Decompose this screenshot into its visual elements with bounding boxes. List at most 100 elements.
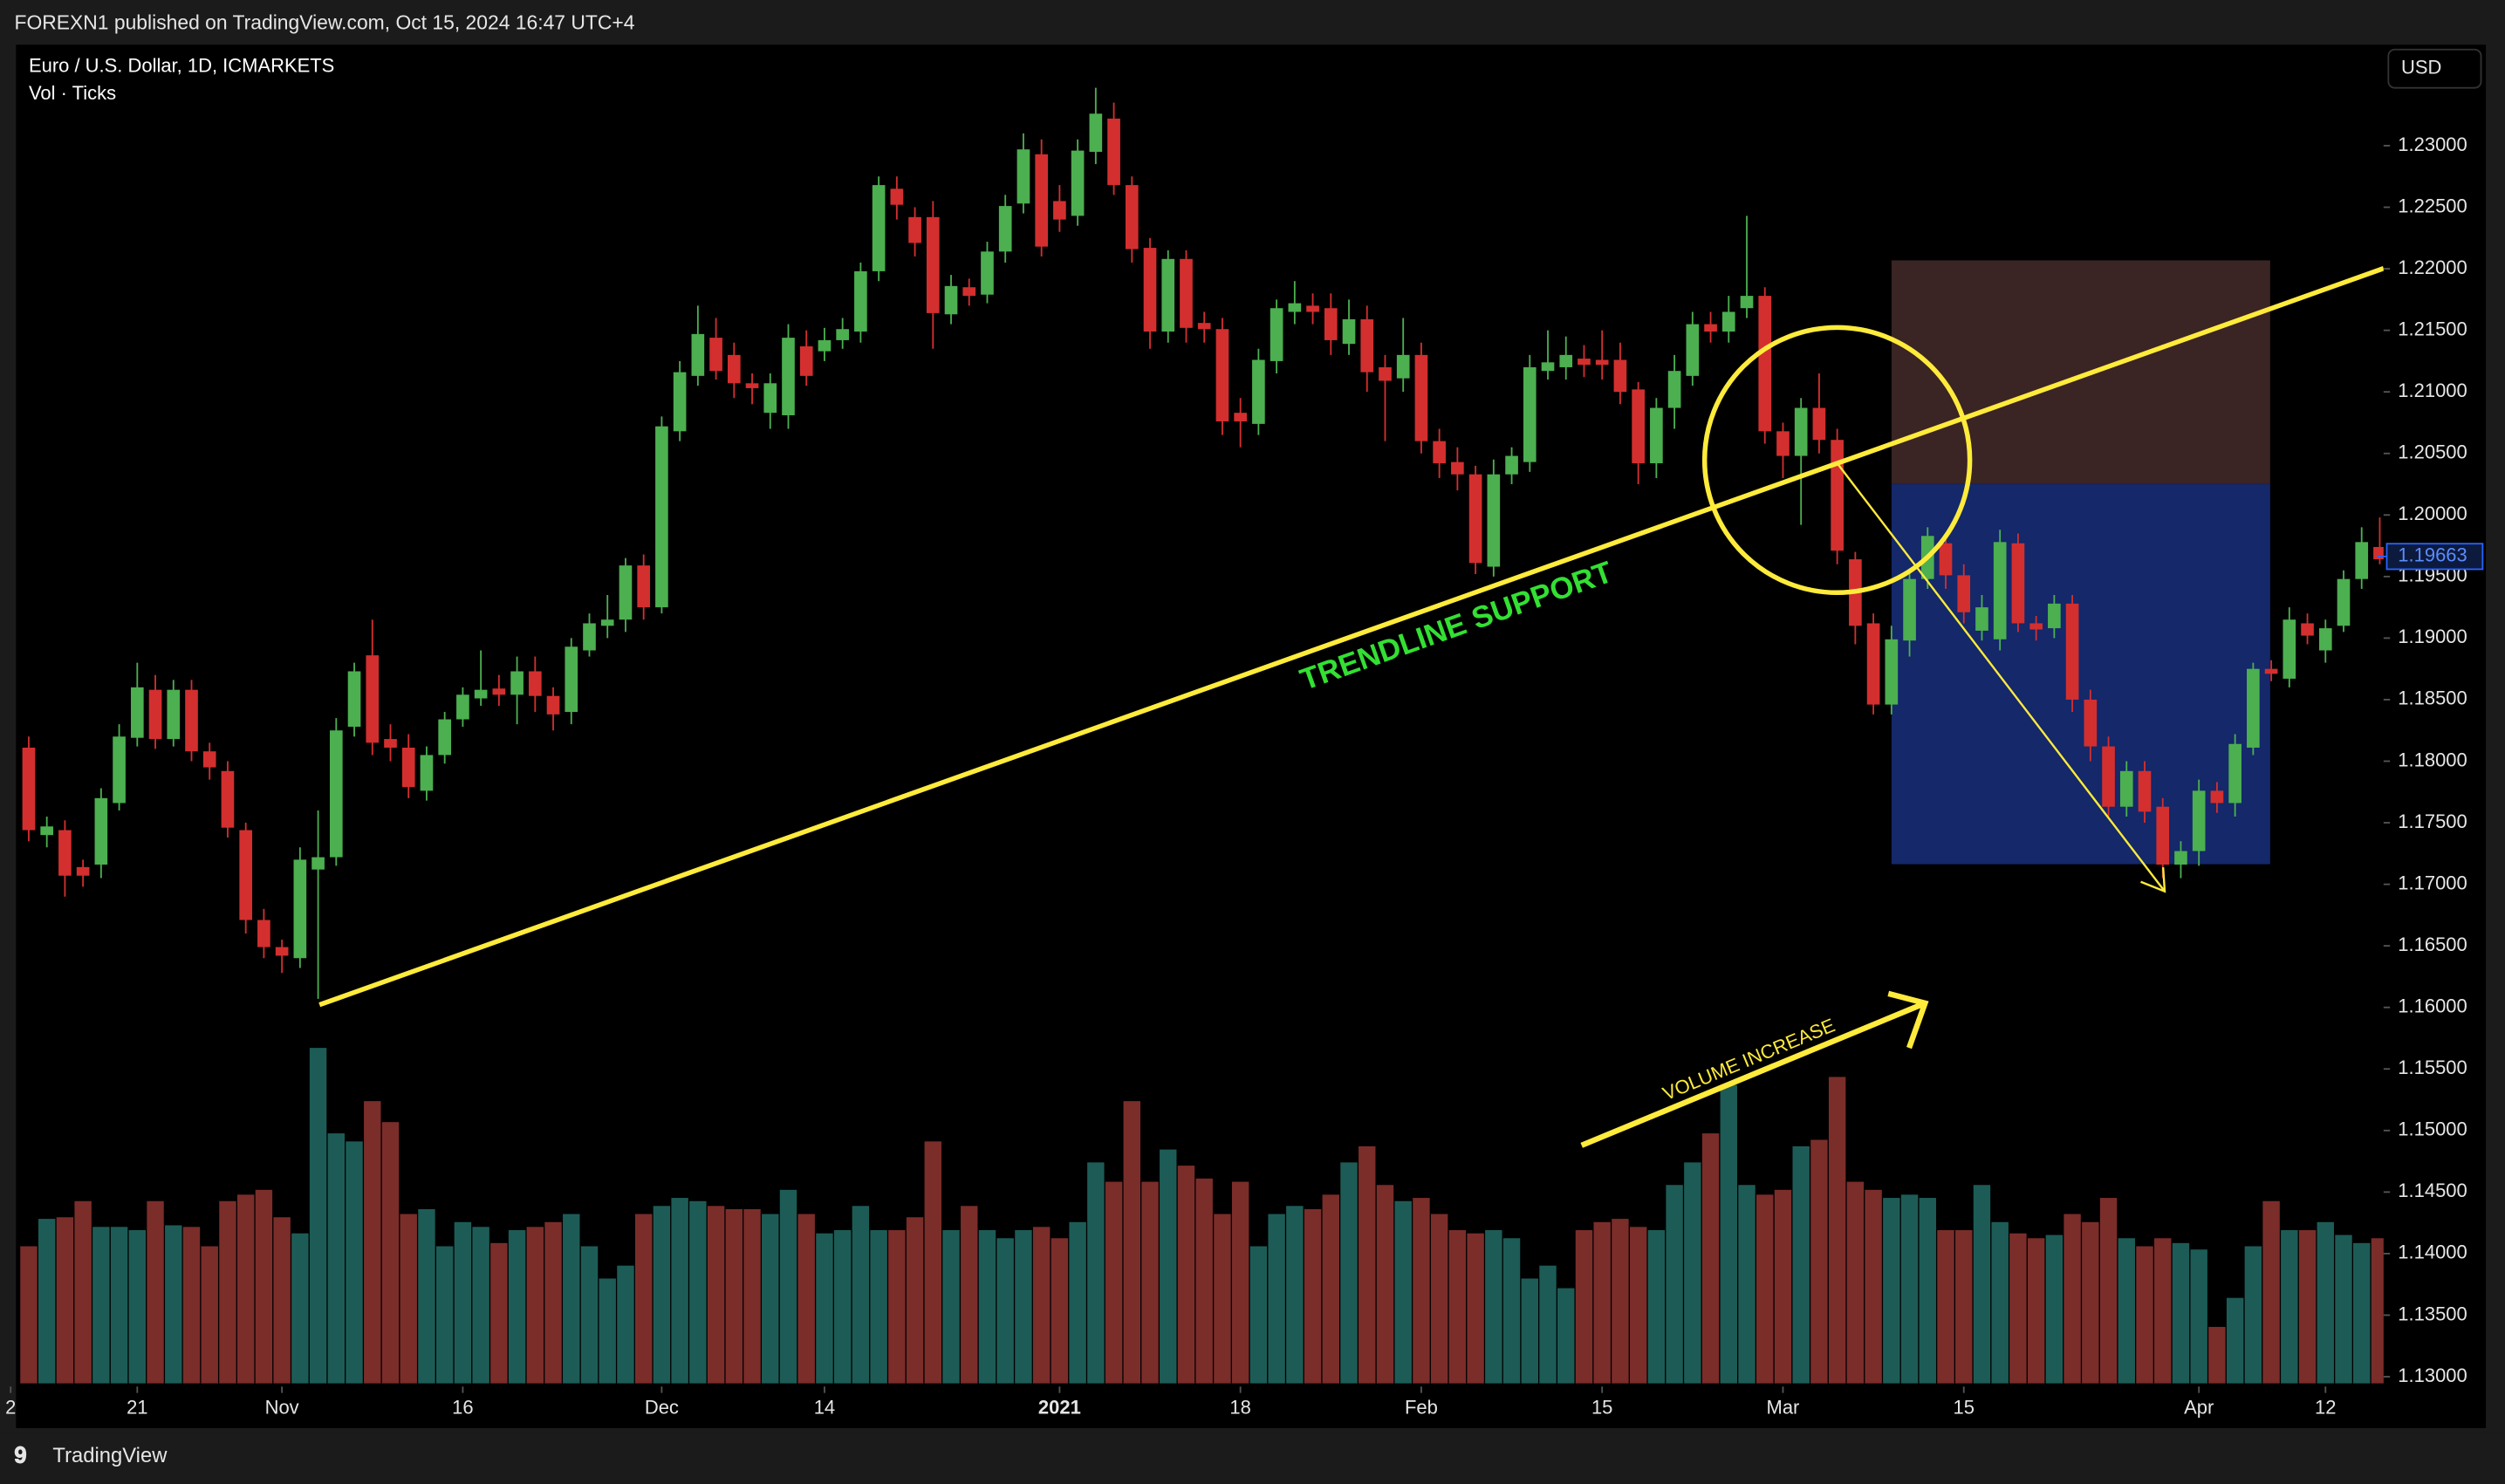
y-tick-label: 1.22000 [2398, 256, 2467, 278]
candle-body [1180, 258, 1193, 328]
y-tick-label: 1.20000 [2398, 503, 2467, 524]
volume-bar [201, 1246, 218, 1384]
candle-body [926, 216, 940, 313]
y-tick-label: 1.14500 [2398, 1180, 2467, 1201]
candle-body [528, 671, 542, 696]
candle-body [420, 755, 434, 791]
volume-arrow [1580, 1000, 1927, 1148]
volume-bar [978, 1230, 996, 1384]
volume-bar [1810, 1139, 1828, 1384]
volume-bar [1919, 1198, 1936, 1384]
volume-bar [1647, 1230, 1666, 1384]
volume-bar [1684, 1162, 1701, 1384]
candle-body [1939, 543, 1953, 576]
volume-bar [56, 1217, 74, 1384]
volume-bar [1376, 1185, 1394, 1384]
candle-body [185, 689, 198, 752]
candle-body [962, 287, 976, 297]
volume-bar [1883, 1198, 1900, 1384]
candle-body [1866, 623, 1880, 705]
candle-body [510, 671, 524, 695]
volume-bar [1629, 1227, 1647, 1384]
volume-bar [1991, 1221, 2009, 1384]
volume-bar [490, 1242, 508, 1384]
candle-body [1143, 248, 1157, 332]
candle-body [2119, 770, 2133, 807]
volume-bar [1195, 1178, 1213, 1384]
volume-bar [942, 1230, 960, 1384]
candle-body [619, 565, 633, 620]
volume-bar [797, 1214, 815, 1384]
candle-body [2192, 790, 2206, 851]
candle-body [438, 719, 451, 756]
candle-body [2156, 806, 2170, 865]
candle-body [2264, 668, 2278, 674]
volume-bar [1612, 1219, 1629, 1384]
volume-bar [1502, 1238, 1521, 1384]
x-tick-label: Dec [645, 1397, 679, 1419]
candle-body [1794, 407, 1808, 456]
volume-bar [2172, 1242, 2190, 1384]
volume-bar [1792, 1145, 1810, 1384]
candle-body [2373, 546, 2384, 560]
y-tick-label: 1.17500 [2398, 810, 2467, 832]
candle-body [854, 270, 867, 332]
candle-body [2283, 619, 2296, 679]
volume-bar [1720, 1084, 1737, 1384]
candle-body [1650, 407, 1663, 464]
volume-bar [291, 1233, 309, 1384]
volume-bar [1539, 1265, 1557, 1384]
candle-body [1215, 329, 1229, 422]
candle-body [1686, 324, 1700, 376]
currency-label: USD [2401, 57, 2441, 79]
candle-body [2029, 623, 2043, 630]
x-tick-label: 21 [127, 1397, 147, 1419]
volume-bar [2226, 1297, 2244, 1384]
candle-body [1740, 296, 1754, 309]
candle-body [2210, 790, 2224, 804]
volume-bar [1123, 1101, 1141, 1384]
volume-bar [1413, 1198, 1430, 1384]
volume-bar [1286, 1206, 1304, 1384]
volume-bar [165, 1225, 182, 1384]
candle-body [347, 671, 361, 727]
candle-body [1903, 578, 1916, 641]
candle-body [782, 338, 795, 415]
candle-body [655, 426, 668, 608]
volume-bar [1430, 1214, 1448, 1384]
indicator-label: Vol · Ticks [29, 82, 116, 104]
candle-body [2247, 668, 2260, 748]
candle-body [329, 730, 343, 858]
x-tick-label: 2 [5, 1397, 16, 1419]
volume-bar [1467, 1233, 1484, 1384]
volume-bar [1955, 1230, 1973, 1384]
currency-button[interactable] [2387, 48, 2482, 89]
volume-bar [870, 1230, 887, 1384]
candle-body [1451, 462, 1464, 475]
volume-bar [309, 1048, 327, 1384]
candle-body [492, 688, 506, 695]
volume-bar [1268, 1214, 1285, 1384]
axes: 1.13000 1.13500 1.14000 1.14500 1.15000 1.155… [5, 133, 2484, 1419]
volume-bar [2281, 1230, 2298, 1384]
x-tick-label: 16 [452, 1397, 473, 1419]
volume-bar [1231, 1181, 1249, 1384]
volume-bar [2190, 1249, 2207, 1384]
last-price-box [2385, 543, 2484, 571]
candle-body [94, 797, 108, 865]
volume-bar [779, 1189, 797, 1384]
volume-bar [74, 1200, 92, 1384]
candle-body [1053, 201, 1066, 220]
volume-bar [1394, 1200, 1412, 1384]
candle-body [981, 251, 994, 295]
candle-body [565, 646, 578, 713]
break-circle [1701, 325, 1973, 596]
x-tick-label: 15 [1591, 1397, 1612, 1419]
candle-body [1252, 359, 1265, 424]
candle-body [1523, 366, 1537, 462]
volume-bar [1340, 1162, 1358, 1384]
candle-body [1812, 407, 1826, 441]
volume-bar [435, 1246, 454, 1384]
candle-body [257, 920, 270, 947]
candle-body [221, 770, 235, 828]
